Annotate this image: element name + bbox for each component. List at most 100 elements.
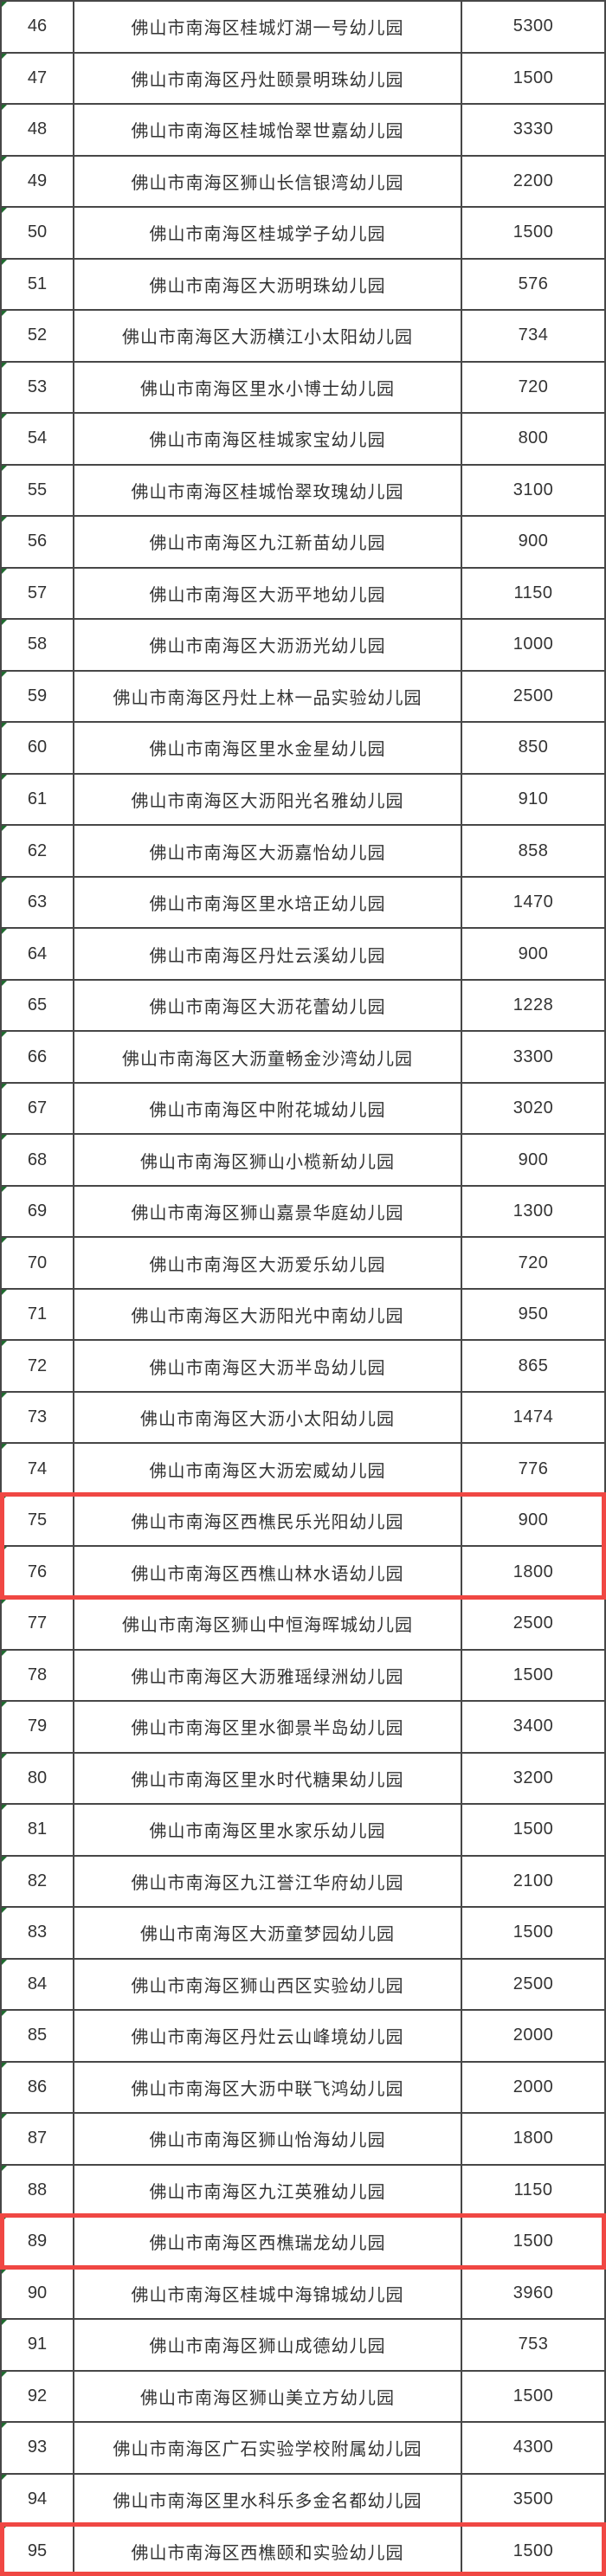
- row-index-cell: 83: [0, 1908, 74, 1960]
- row-index-cell-text: 83: [27, 1922, 48, 1942]
- table-row: 49 佛山市南海区狮山长信银湾幼儿园 2200: [0, 156, 606, 209]
- row-index-cell-text: 57: [27, 583, 48, 602]
- row-index-cell: 49: [0, 156, 74, 209]
- row-index-cell: 66: [0, 1032, 74, 1084]
- cell-corner-marker-icon: [2, 517, 7, 523]
- fee-cell-text: 1500: [513, 2231, 554, 2251]
- row-index-cell: 50: [0, 208, 74, 260]
- table-row: 74 佛山市南海区大沥宏威幼儿园 776: [0, 1444, 606, 1496]
- row-index-cell: 71: [0, 1289, 74, 1342]
- fee-cell-text: 3500: [513, 2489, 554, 2508]
- fee-cell-text: 950: [518, 1304, 549, 1324]
- fee-cell-text: 2500: [513, 1974, 554, 1993]
- row-index-cell-text: 61: [27, 789, 48, 808]
- cell-corner-marker-icon: [2, 1805, 7, 1811]
- fee-cell-text: 576: [518, 274, 549, 293]
- kindergarten-name-cell: 佛山市南海区西樵民乐光阳幼儿园: [74, 1495, 462, 1548]
- kindergarten-name-cell: 佛山市南海区桂城怡翠世嘉幼儿园: [74, 105, 462, 157]
- cell-corner-marker-icon: [2, 2423, 7, 2429]
- fee-cell-text: 1500: [513, 222, 554, 242]
- fee-cell: 1500: [462, 1650, 606, 1703]
- kindergarten-name-cell: 佛山市南海区狮山小榄新幼儿园: [74, 1135, 462, 1187]
- table-row: 53 佛山市南海区里水小博士幼儿园 720: [0, 362, 606, 415]
- table-row: 56 佛山市南海区九江新苗幼儿园 900: [0, 517, 606, 569]
- cell-corner-marker-icon: [2, 980, 7, 986]
- kindergarten-name-cell-text: 佛山市南海区里水家乐幼儿园: [149, 1822, 386, 1842]
- table-row: 85 佛山市南海区丹灶云山峰境幼儿园 2000: [0, 2011, 606, 2063]
- fee-cell: 3400: [462, 1702, 606, 1754]
- table-row: 90 佛山市南海区桂城中海锦城幼儿园 3960: [0, 2268, 606, 2321]
- kindergarten-name-cell: 佛山市南海区大沥童畅金沙湾幼儿园: [74, 1032, 462, 1084]
- kindergarten-name-cell: 佛山市南海区大沥半岛幼儿园: [74, 1341, 462, 1393]
- fee-cell: 753: [462, 2320, 606, 2372]
- row-index-cell-text: 54: [27, 428, 48, 448]
- fee-cell-text: 2500: [513, 1613, 554, 1633]
- row-index-cell-text: 79: [27, 1716, 48, 1736]
- row-index-cell-text: 89: [27, 2231, 48, 2251]
- kindergarten-name-cell-text: 佛山市南海区大沥阳光名雅幼儿园: [131, 791, 404, 811]
- row-index-cell-text: 77: [27, 1613, 48, 1633]
- row-index-cell: 68: [0, 1135, 74, 1187]
- kindergarten-name-cell-text: 佛山市南海区丹灶云溪幼儿园: [149, 946, 386, 966]
- kindergarten-name-cell-text: 佛山市南海区大沥爱乐幼儿园: [149, 1255, 386, 1275]
- row-index-cell-text: 63: [27, 892, 48, 912]
- table-row: 55 佛山市南海区桂城怡翠玫瑰幼儿园 3100: [0, 465, 606, 518]
- row-index-cell-text: 48: [27, 119, 48, 139]
- row-index-cell-text: 91: [27, 2334, 48, 2354]
- cell-corner-marker-icon: [2, 1392, 7, 1398]
- row-index-cell: 78: [0, 1650, 74, 1703]
- kindergarten-name-cell: 佛山市南海区九江英雅幼儿园: [74, 2165, 462, 2218]
- cell-corner-marker-icon: [2, 877, 7, 883]
- table-row: 65 佛山市南海区大沥花蕾幼儿园 1228: [0, 980, 606, 1033]
- fee-cell: 776: [462, 1444, 606, 1496]
- kindergarten-name-cell: 佛山市南海区里水家乐幼儿园: [74, 1805, 462, 1857]
- cell-corner-marker-icon: [2, 156, 7, 162]
- row-index-cell-text: 69: [27, 1201, 48, 1221]
- fee-cell-text: 5300: [513, 16, 554, 36]
- table-row: 66 佛山市南海区大沥童畅金沙湾幼儿园 3300: [0, 1032, 606, 1084]
- kindergarten-name-cell: 佛山市南海区西樵山林水语幼儿园: [74, 1547, 462, 1599]
- row-index-cell-text: 80: [27, 1768, 48, 1787]
- row-index-cell: 93: [0, 2423, 74, 2475]
- kindergarten-name-cell: 佛山市南海区广石实验学校附属幼儿园: [74, 2423, 462, 2475]
- table-row: 58 佛山市南海区大沥沥光幼儿园 1000: [0, 620, 606, 672]
- row-index-cell-text: 86: [27, 2077, 48, 2096]
- cell-corner-marker-icon: [2, 1444, 7, 1450]
- row-index-cell: 82: [0, 1856, 74, 1909]
- kindergarten-name-cell-text: 佛山市南海区桂城家宝幼儿园: [149, 431, 386, 451]
- kindergarten-name-cell: 佛山市南海区大沥阳光名雅幼儿园: [74, 774, 462, 827]
- fee-cell: 1500: [462, 1805, 606, 1857]
- table-row: 91 佛山市南海区狮山成德幼儿园 753: [0, 2320, 606, 2372]
- fee-cell: 1500: [462, 208, 606, 260]
- row-index-cell: 95: [0, 2526, 74, 2576]
- kindergarten-name-cell: 佛山市南海区里水时代糖果幼儿园: [74, 1753, 462, 1806]
- kindergarten-name-cell-text: 佛山市南海区狮山小榄新幼儿园: [140, 1152, 395, 1172]
- fee-cell-text: 3200: [513, 1768, 554, 1787]
- kindergarten-name-cell-text: 佛山市南海区西樵山林水语幼儿园: [131, 1564, 404, 1584]
- fee-cell: 3300: [462, 1032, 606, 1084]
- table-row: 57 佛山市南海区大沥平地幼儿园 1150: [0, 568, 606, 621]
- fee-cell: 900: [462, 517, 606, 569]
- row-index-cell-text: 87: [27, 2128, 48, 2148]
- kindergarten-name-cell-text: 佛山市南海区桂城学子幼儿园: [149, 225, 386, 245]
- kindergarten-name-cell-text: 佛山市南海区西樵颐和实验幼儿园: [131, 2543, 404, 2563]
- fee-cell: 1800: [462, 2114, 606, 2166]
- kindergarten-name-cell-text: 佛山市南海区大沥中联飞鸿幼儿园: [131, 2079, 404, 2099]
- row-index-cell-text: 84: [27, 1974, 48, 1993]
- row-index-cell: 46: [0, 2, 74, 54]
- row-index-cell: 85: [0, 2011, 74, 2063]
- row-index-cell-text: 50: [27, 222, 48, 242]
- fee-cell: 1500: [462, 53, 606, 106]
- fee-cell-text: 720: [518, 1253, 549, 1272]
- table-row: 50 佛山市南海区桂城学子幼儿园 1500: [0, 208, 606, 260]
- row-index-cell-text: 70: [27, 1253, 48, 1272]
- table-row: 92 佛山市南海区狮山美立方幼儿园 1500: [0, 2371, 606, 2424]
- row-index-cell: 62: [0, 826, 74, 878]
- row-index-cell-text: 47: [27, 68, 48, 87]
- fee-cell: 1474: [462, 1392, 606, 1445]
- kindergarten-name-cell-text: 佛山市南海区大沥宏威幼儿园: [149, 1461, 386, 1481]
- row-index-cell: 74: [0, 1444, 74, 1496]
- kindergarten-name-cell: 佛山市南海区桂城家宝幼儿园: [74, 414, 462, 466]
- row-index-cell: 92: [0, 2371, 74, 2424]
- table-row: 67 佛山市南海区中附花城幼儿园 3020: [0, 1083, 606, 1136]
